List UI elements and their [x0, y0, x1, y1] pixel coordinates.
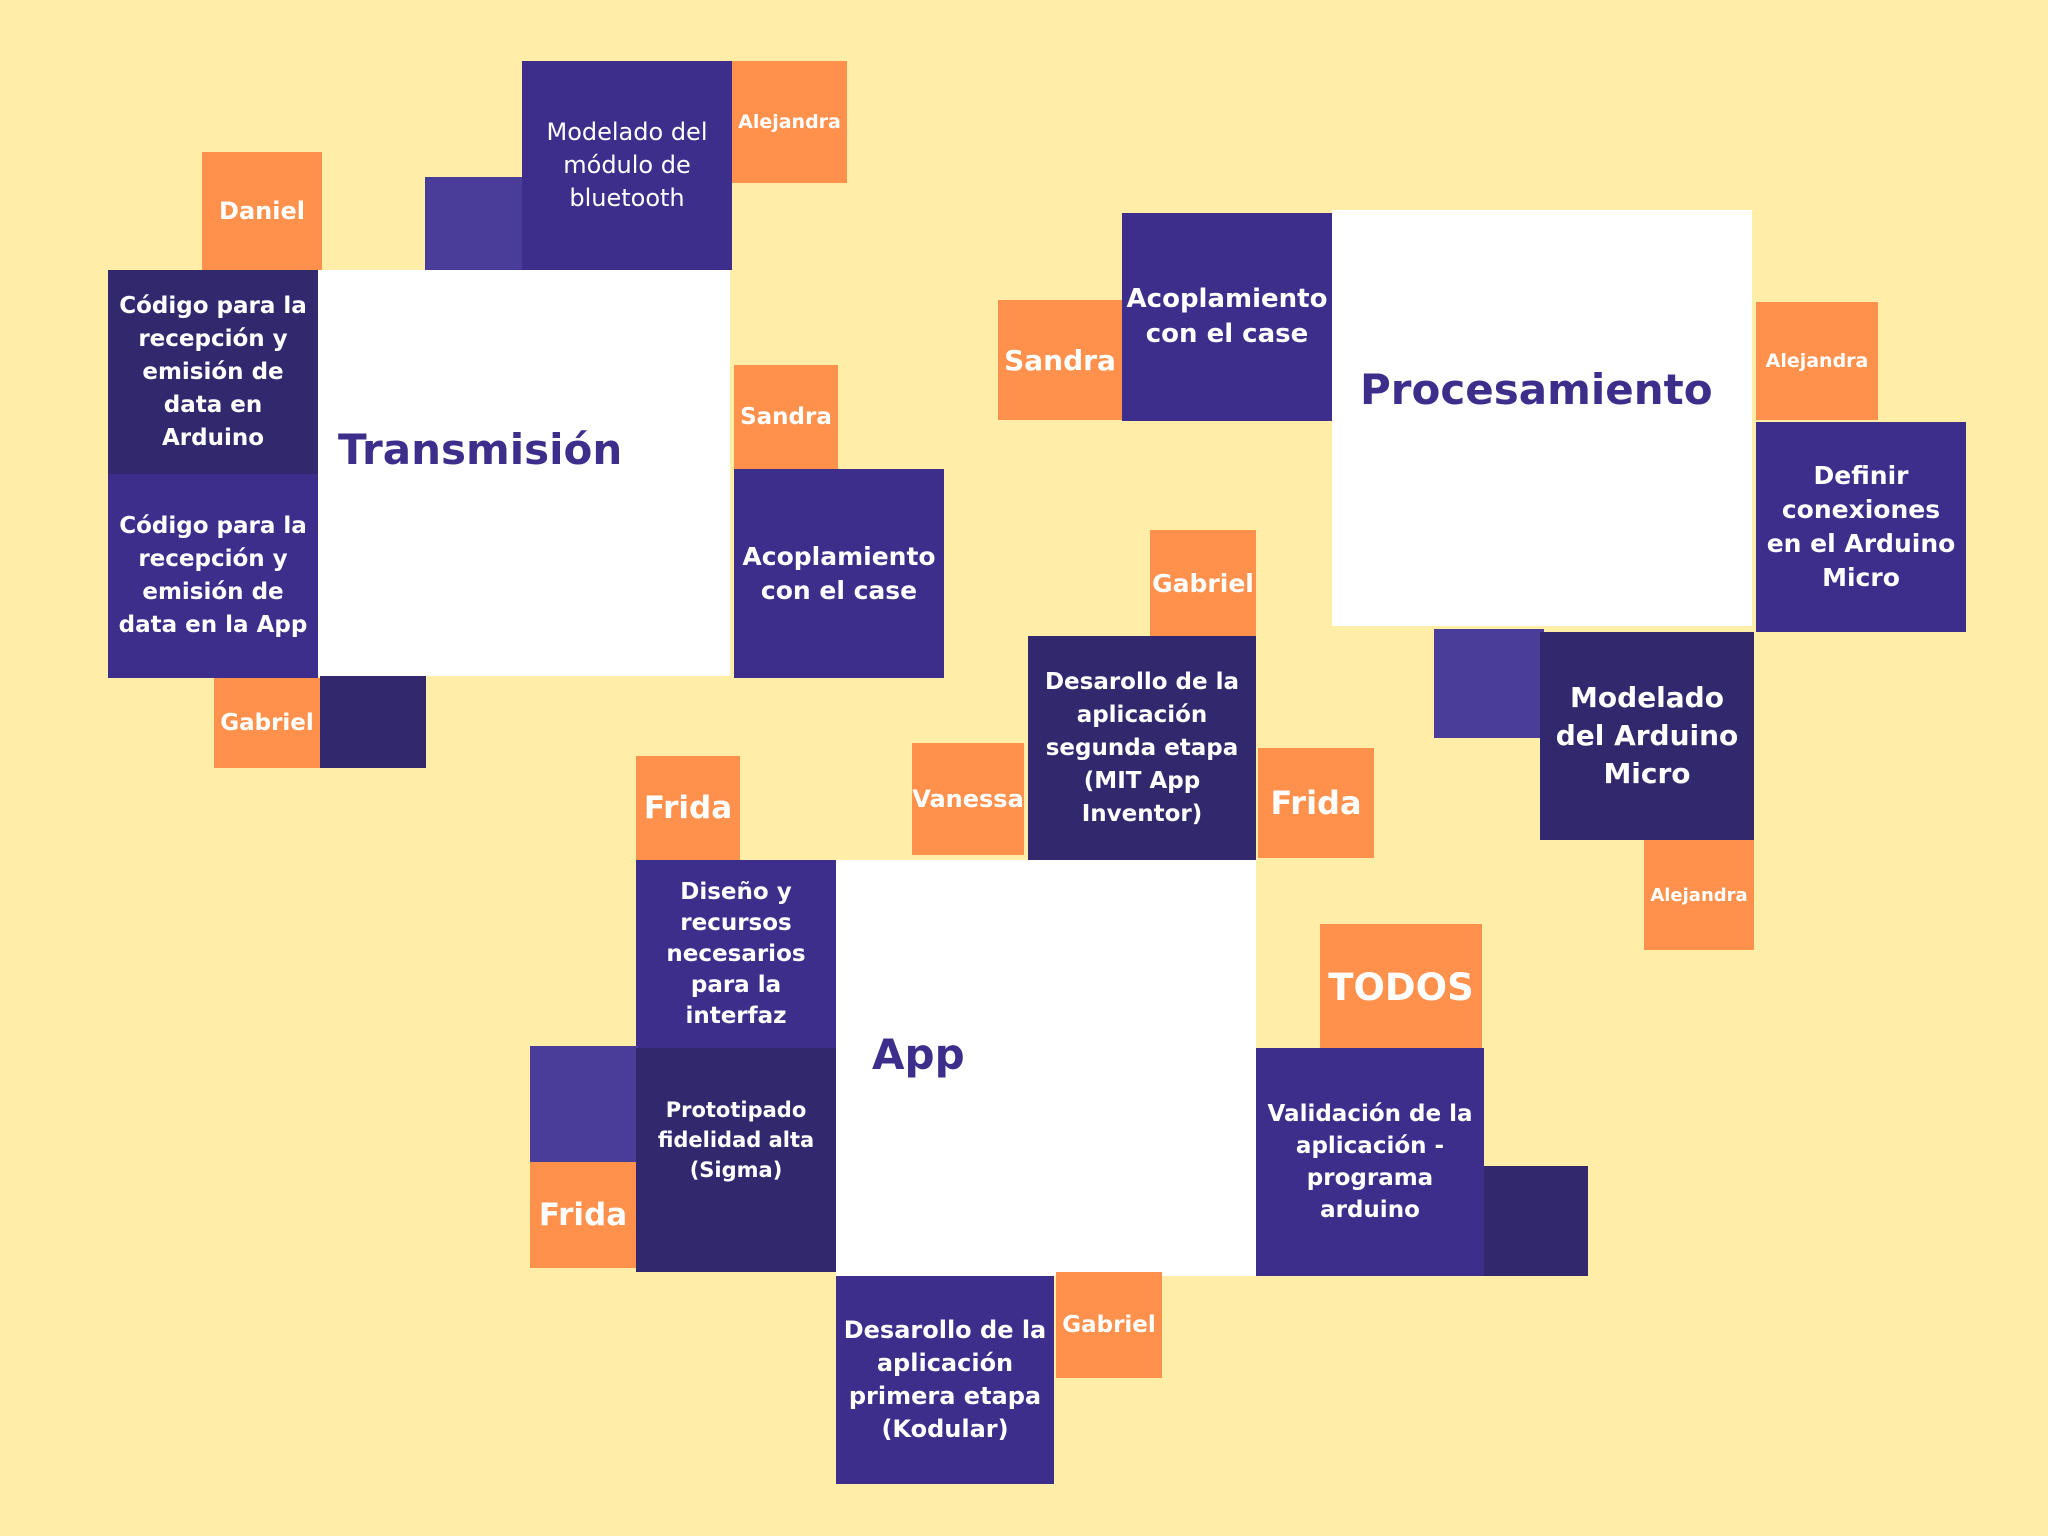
person-gabriel: Gabriel [1150, 530, 1256, 636]
task-definir-conexiones: Definir conexiones en el Arduino Micro [1756, 422, 1966, 632]
task-acoplamiento-transmision: Acoplamiento con el case [734, 469, 944, 678]
person-daniel: Daniel [202, 152, 322, 270]
task-codigo-arduino: Código para la recepción y emisión de da… [108, 270, 318, 474]
person-frida: Frida [530, 1162, 636, 1268]
task-modelado-arduino: Modelado del Arduino Micro [1540, 632, 1754, 840]
hub-procesamiento [1332, 210, 1752, 626]
hub-transmision [318, 270, 730, 676]
hub-title-procesamiento: Procesamiento [1360, 365, 1713, 414]
task-modelado-bluetooth: Modelado del módulo de bluetooth [522, 61, 732, 270]
hub-app [836, 860, 1256, 1276]
person-alejandra: Alejandra [1644, 840, 1754, 950]
person-vanessa: Vanessa [912, 743, 1024, 855]
person-sandra: Sandra [734, 365, 838, 469]
task-diseno: Diseño y recursos necesarios para la int… [636, 860, 836, 1048]
person-sandra: Sandra [998, 300, 1122, 420]
person-alejandra: Alejandra [732, 61, 847, 183]
decorative-square [425, 177, 523, 270]
person-alejandra: Alejandra [1756, 302, 1878, 420]
hub-title-app: App [872, 1030, 965, 1079]
decorative-square [320, 676, 426, 768]
hub-title-transmision: Transmisión [338, 425, 623, 474]
person-gabriel: Gabriel [214, 678, 320, 768]
task-validacion: Validación de la aplicación - programa a… [1256, 1048, 1484, 1276]
task-primera-etapa: Desarollo de la aplicación primera etapa… [836, 1276, 1054, 1484]
task-acoplamiento-procesamiento: Acoplamiento con el case [1122, 213, 1332, 421]
person-todos: TODOS [1320, 924, 1482, 1050]
decorative-square [1434, 629, 1544, 738]
task-segunda-etapa: Desarollo de la aplicación segunda etapa… [1028, 636, 1256, 860]
task-codigo-app: Código para la recepción y emisión de da… [108, 474, 318, 678]
decorative-square [1484, 1166, 1588, 1276]
decorative-square [530, 1046, 638, 1164]
person-frida: Frida [1258, 748, 1374, 858]
person-frida: Frida [636, 756, 740, 860]
task-prototipado: Prototipado fidelidad alta (Sigma) [636, 1048, 836, 1272]
person-gabriel: Gabriel [1056, 1272, 1162, 1378]
